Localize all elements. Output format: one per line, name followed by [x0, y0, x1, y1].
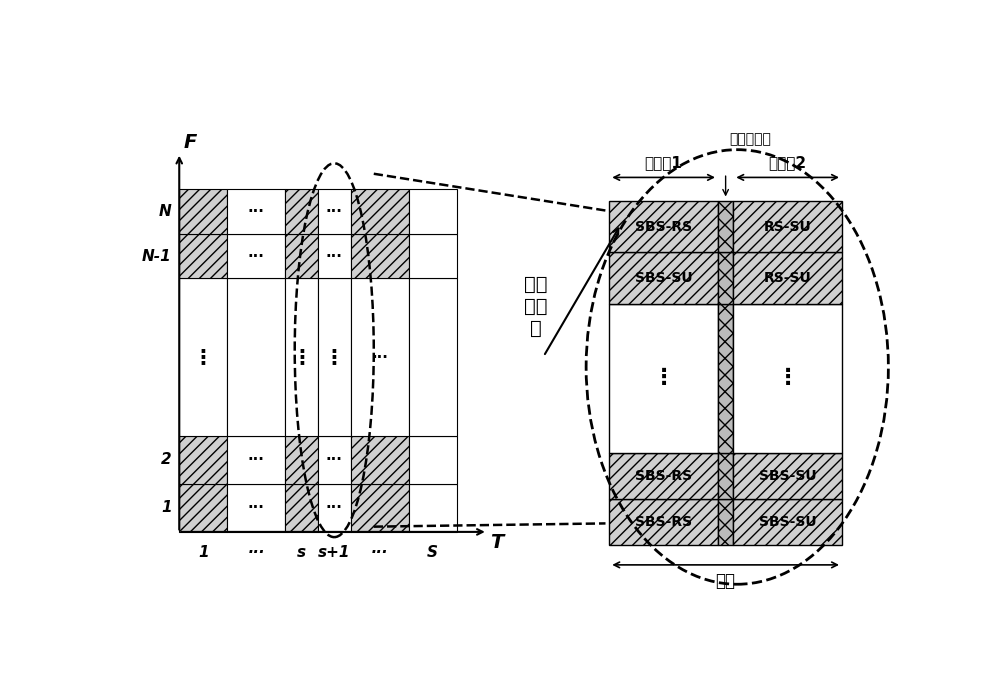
Text: N-1: N-1 — [142, 249, 172, 264]
Text: 时频
资源
块: 时频 资源 块 — [524, 275, 548, 338]
Bar — [351, 190, 409, 234]
Text: ···: ··· — [248, 545, 265, 560]
Bar — [409, 234, 457, 279]
Bar — [718, 252, 733, 303]
Bar — [351, 234, 409, 279]
Bar — [285, 436, 318, 483]
Text: ⋮: ⋮ — [776, 368, 799, 388]
Bar — [609, 303, 718, 453]
Bar — [351, 279, 409, 436]
Text: ···: ··· — [371, 545, 388, 560]
Text: s+1: s+1 — [318, 545, 351, 560]
Text: ⋮: ⋮ — [193, 347, 214, 367]
Text: ···: ··· — [326, 249, 343, 264]
Text: 1: 1 — [161, 500, 172, 515]
Text: 时隙: 时隙 — [716, 572, 736, 590]
Text: ···: ··· — [248, 452, 265, 467]
Bar — [351, 436, 409, 483]
Text: s: s — [297, 545, 306, 560]
Bar — [179, 234, 227, 279]
Bar — [609, 453, 718, 499]
Text: ···: ··· — [248, 204, 265, 219]
Bar — [285, 234, 318, 279]
Text: SBS-RS: SBS-RS — [635, 515, 692, 529]
Bar — [718, 453, 733, 499]
Bar — [733, 499, 842, 545]
Text: ⋮: ⋮ — [652, 368, 675, 388]
Text: ···: ··· — [371, 350, 388, 364]
Text: SBS-RS: SBS-RS — [635, 220, 692, 234]
Bar — [227, 190, 285, 234]
Bar — [227, 483, 285, 532]
Bar — [318, 234, 351, 279]
Text: 2: 2 — [161, 452, 172, 467]
Text: ⋮: ⋮ — [324, 347, 345, 367]
Bar — [318, 483, 351, 532]
Bar — [179, 436, 227, 483]
Bar — [318, 190, 351, 234]
Bar — [318, 279, 351, 436]
Bar — [733, 303, 842, 453]
Bar — [718, 499, 733, 545]
Text: SBS-SU: SBS-SU — [635, 271, 692, 285]
Bar — [227, 234, 285, 279]
Text: ···: ··· — [248, 249, 265, 264]
Bar — [285, 279, 318, 436]
Bar — [409, 279, 457, 436]
Bar — [351, 483, 409, 532]
Bar — [179, 190, 227, 234]
Bar — [609, 252, 718, 303]
Text: ···: ··· — [248, 500, 265, 515]
Text: ···: ··· — [326, 500, 343, 515]
Bar — [285, 190, 318, 234]
Text: 保护间隔带: 保护间隔带 — [730, 132, 771, 146]
Text: 子时陨1: 子时陨1 — [645, 156, 683, 171]
Bar — [733, 252, 842, 303]
Text: ···: ··· — [326, 204, 343, 219]
Text: F: F — [184, 133, 197, 152]
Text: RS-SU: RS-SU — [764, 271, 812, 285]
Bar — [409, 190, 457, 234]
Bar — [609, 201, 718, 252]
Bar — [227, 279, 285, 436]
Text: N: N — [159, 204, 172, 219]
Bar — [733, 453, 842, 499]
Text: SBS-RS: SBS-RS — [635, 469, 692, 483]
Bar — [733, 201, 842, 252]
Text: SBS-SU: SBS-SU — [759, 469, 816, 483]
Bar — [718, 303, 733, 453]
Bar — [718, 201, 733, 252]
Bar — [318, 436, 351, 483]
Bar — [609, 499, 718, 545]
Text: SBS-SU: SBS-SU — [759, 515, 816, 529]
Bar — [285, 483, 318, 532]
Text: T: T — [490, 534, 503, 552]
Text: 1: 1 — [198, 545, 209, 560]
Text: S: S — [427, 545, 438, 560]
Text: ···: ··· — [326, 452, 343, 467]
Bar — [409, 483, 457, 532]
Bar — [179, 279, 227, 436]
Bar — [409, 436, 457, 483]
Bar — [179, 483, 227, 532]
Bar — [227, 436, 285, 483]
Text: RS-SU: RS-SU — [764, 220, 812, 234]
Text: 子时陨2: 子时陨2 — [769, 156, 807, 171]
Text: ⋮: ⋮ — [291, 347, 312, 367]
